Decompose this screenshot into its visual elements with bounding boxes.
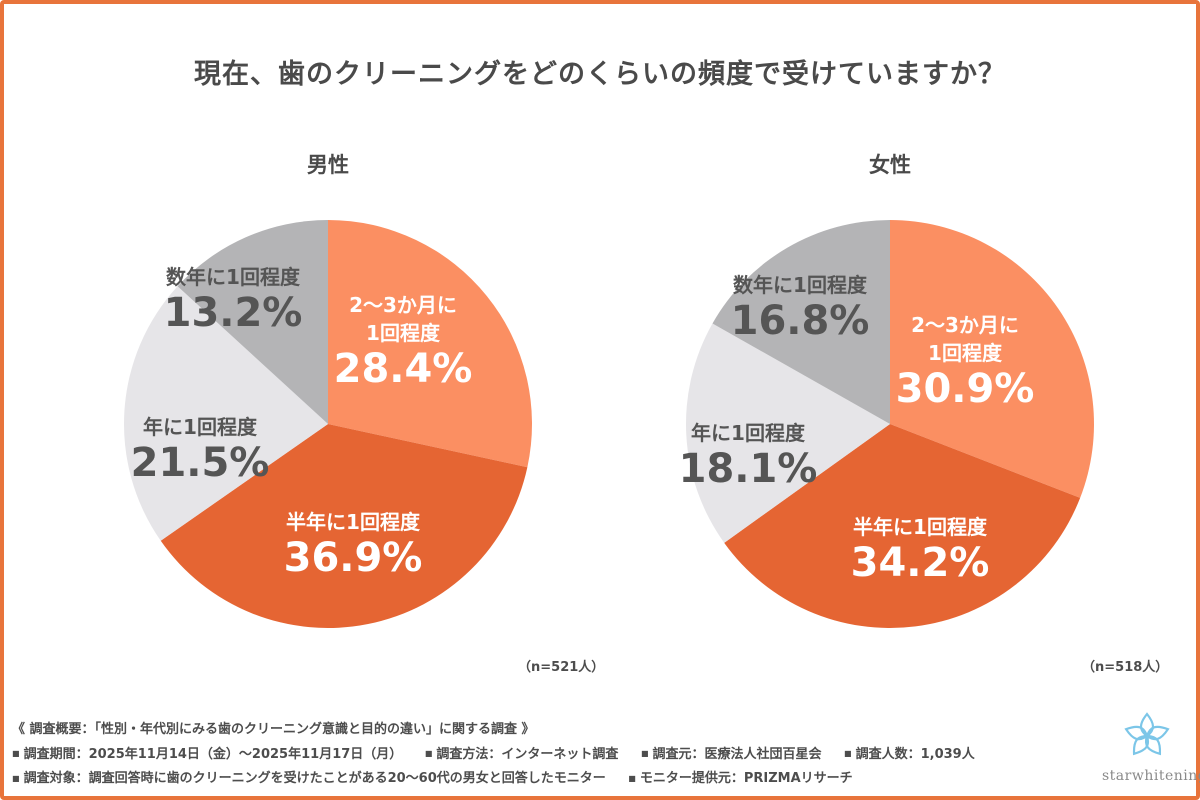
pie-slice [177,220,328,424]
slice-category-label: 半年に1回程度 [853,515,988,539]
survey-notes: 《 調査概要：「性別・年代別にみる歯のクリーニング意識と目的の違い」に関する調査… [12,718,1092,791]
brand-logo: starwhitening [1102,706,1200,796]
star-flower-icon [1124,712,1170,756]
slice-category-label: 1回程度 [366,321,441,345]
pie-slice [160,424,528,628]
bullet-icon: ■ [424,749,433,758]
bullet-icon: ■ [844,749,852,758]
pie-slice [685,323,890,543]
notes-provider: モニター提供元：PRIZMAリサーチ [639,771,853,786]
notes-count: 調査人数：1,039人 [855,746,975,762]
slice-value-label: 16.8% [731,298,870,344]
slice-value-label: 13.2% [164,290,303,336]
notes-target: 調査対象：調査回答時に歯のクリーニングを受けたことがある20〜60代の男女と回答… [23,771,606,786]
slice-category-label: 年に1回程度 [691,421,806,445]
notes-row-1: ■ 調査期間：2025年11月14日（金）〜2025年11月17日（月） ■ 調査方… [12,742,1092,767]
slice-category-label: 半年に1回程度 [286,510,421,534]
notes-source: 調査元：医療法人社団百星会 [652,746,822,762]
slice-category-label: 数年に1回程度 [166,265,301,289]
n-label-male: （n=521人） [518,660,605,675]
pie-slice [724,424,1081,628]
notes-period: 調査期間：2025年11月14日（金）〜2025年11月17日（月） [23,746,403,762]
slice-value-label: 21.5% [131,440,270,486]
slice-category-label: 数年に1回程度 [733,273,868,297]
pie-slice [123,286,328,541]
pie-slice [890,220,1094,498]
slice-value-label: 34.2% [851,540,990,586]
notes-method: 調査方法：インターネット調査 [436,746,619,762]
notes-overview: 《 調査概要：「性別・年代別にみる歯のクリーニング意識と目的の違い」に関する調査… [12,722,535,737]
slice-category-label: 1回程度 [928,341,1003,365]
slice-value-label: 28.4% [334,346,473,392]
chart-title: 女性 [869,153,911,177]
page-title: 現在、歯のクリーニングをどのくらいの頻度で受けていますか？ [194,59,1006,90]
bullet-icon: ■ [640,749,649,758]
slice-value-label: 36.9% [284,535,423,581]
n-label-female: （n=518人） [1082,660,1169,675]
pie-slice [712,220,890,424]
bullet-icon: ■ [12,773,20,783]
slice-category-label: 2〜3か月に [349,293,457,317]
slice-category-label: 年に1回程度 [143,415,258,439]
bullet-icon: ■ [12,749,20,758]
slice-category-label: 2〜3か月に [911,313,1019,337]
slice-value-label: 18.1% [679,446,818,492]
chart-title: 男性 [307,153,349,177]
notes-row-2: ■ 調査対象：調査回答時に歯のクリーニングを受けたことがある20〜60代の男女と回… [12,767,1092,792]
slice-value-label: 30.9% [896,366,1035,412]
pie-slice [328,220,532,468]
logo-text: starwhitening [1102,768,1200,784]
bullet-icon: ■ [628,773,636,783]
